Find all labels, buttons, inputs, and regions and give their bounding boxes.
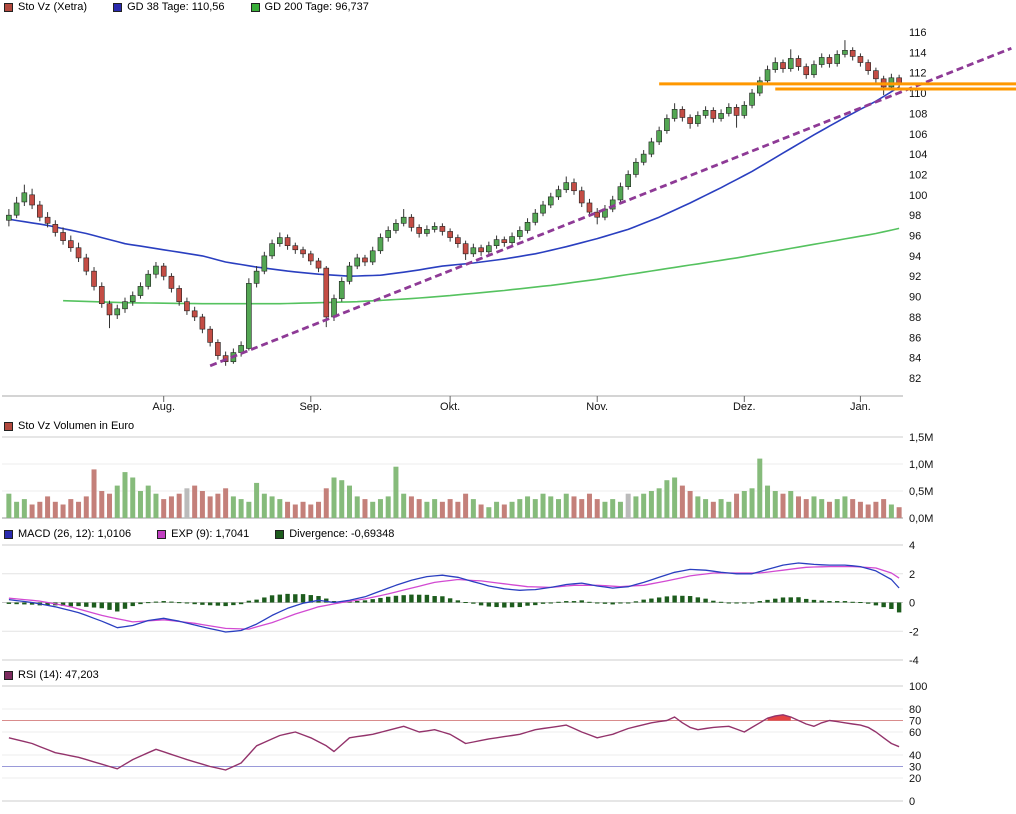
svg-text:Jan.: Jan. [850,401,871,413]
svg-text:4: 4 [909,540,915,552]
svg-text:40: 40 [909,750,921,762]
svg-text:114: 114 [909,47,927,59]
legend-item-exp: EXP (9): 1,7041 [157,528,249,540]
legend-item-gd38: GD 38 Tage: 110,56 [113,1,225,13]
svg-text:102: 102 [909,169,927,181]
svg-text:1,5M: 1,5M [909,432,933,444]
legend-item-stock: Sto Vz (Xetra) [4,1,87,13]
svg-text:0,5M: 0,5M [909,486,933,498]
svg-text:100: 100 [909,681,927,693]
svg-text:Okt.: Okt. [440,401,460,413]
svg-text:84: 84 [909,353,921,365]
svg-text:80: 80 [909,704,921,716]
legend-item-volume: Sto Vz Volumen in Euro [4,420,134,432]
svg-text:-4: -4 [909,655,919,667]
svg-text:110: 110 [909,88,927,100]
volume-swatch [4,421,13,431]
svg-text:1,0M: 1,0M [909,459,933,471]
legend-item-gd200: GD 200 Tage: 96,737 [250,1,369,13]
svg-text:112: 112 [909,68,927,80]
svg-text:2: 2 [909,569,915,581]
svg-text:0: 0 [909,796,915,808]
macd-legend: MACD (26, 12): 1,0106 EXP (9): 1,7041 Di… [4,528,394,540]
divergence-label: Divergence: -0,69348 [289,528,395,540]
svg-text:60: 60 [909,727,921,739]
svg-text:0,0M: 0,0M [909,513,933,525]
svg-text:88: 88 [909,312,921,324]
rsi-legend: RSI (14): 47,203 [4,669,99,681]
rsi-label: RSI (14): 47,203 [18,669,99,681]
svg-text:-2: -2 [909,626,919,638]
exp-label: EXP (9): 1,7041 [171,528,250,540]
svg-text:90: 90 [909,292,921,304]
svg-text:94: 94 [909,251,921,263]
gd38-label: GD 38 Tage: 110,56 [127,1,225,13]
svg-text:Sep.: Sep. [299,401,322,413]
svg-text:92: 92 [909,271,921,283]
legend-item-divergence: Divergence: -0,69348 [275,528,394,540]
svg-text:82: 82 [909,373,921,385]
legend-item-rsi: RSI (14): 47,203 [4,669,99,681]
price-legend: Sto Vz (Xetra) GD 38 Tage: 110,56 GD 200… [4,1,369,13]
svg-text:Dez.: Dez. [733,401,756,413]
svg-text:30: 30 [909,762,921,774]
svg-text:104: 104 [909,149,927,161]
divergence-swatch [275,529,285,539]
macd-swatch [4,529,13,539]
stock-series-label: Sto Vz (Xetra) [18,1,88,13]
gd38-swatch [113,2,123,12]
volume-label: Sto Vz Volumen in Euro [18,420,135,432]
svg-text:86: 86 [909,332,921,344]
svg-text:98: 98 [909,210,921,222]
svg-text:106: 106 [909,129,927,141]
svg-text:70: 70 [909,716,921,728]
svg-text:96: 96 [909,231,921,243]
svg-text:108: 108 [909,108,927,120]
svg-text:116: 116 [909,27,927,39]
volume-legend: Sto Vz Volumen in Euro [4,420,134,432]
svg-text:Nov.: Nov. [586,401,608,413]
svg-text:100: 100 [909,190,927,202]
gd200-swatch [250,2,260,12]
gd200-label: GD 200 Tage: 96,737 [264,1,369,13]
rsi-swatch [4,670,13,680]
svg-text:0: 0 [909,598,915,610]
exp-swatch [157,529,167,539]
macd-label: MACD (26, 12): 1,0106 [18,528,132,540]
stock-series-swatch [4,2,13,12]
svg-text:20: 20 [909,773,921,785]
svg-text:Aug.: Aug. [152,401,175,413]
legend-item-macd: MACD (26, 12): 1,0106 [4,528,131,540]
